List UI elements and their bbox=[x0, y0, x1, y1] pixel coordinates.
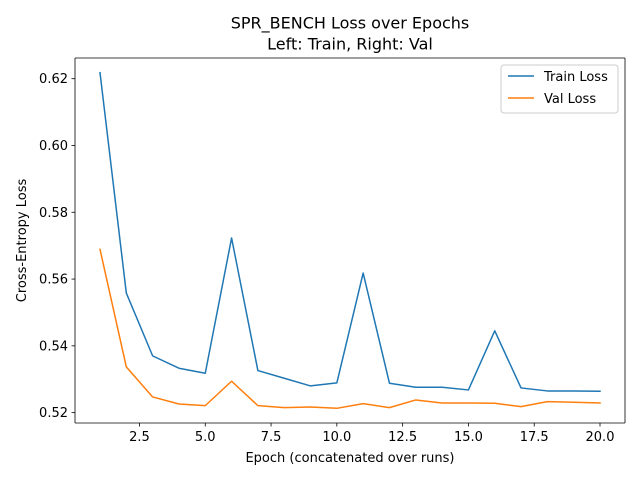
data-point-val-loss bbox=[599, 401, 602, 404]
data-point-train-loss bbox=[362, 272, 365, 275]
x-tick-label: 15.0 bbox=[454, 430, 483, 445]
x-tick-label: 5.0 bbox=[195, 430, 216, 445]
data-point-train-loss bbox=[256, 369, 259, 372]
x-tick-label: 7.5 bbox=[261, 430, 282, 445]
data-point-val-loss bbox=[388, 406, 391, 409]
data-point-train-loss bbox=[177, 367, 180, 370]
data-point-train-loss bbox=[493, 329, 496, 332]
data-point-val-loss bbox=[151, 395, 154, 398]
legend-label-val-loss: Val Loss bbox=[544, 92, 596, 107]
data-point-train-loss bbox=[230, 236, 233, 239]
data-point-train-loss bbox=[335, 381, 338, 384]
data-point-train-loss bbox=[467, 388, 470, 391]
data-point-val-loss bbox=[309, 405, 312, 408]
data-point-val-loss bbox=[125, 365, 128, 368]
data-point-val-loss bbox=[99, 248, 102, 251]
x-tick-label: 17.5 bbox=[520, 430, 549, 445]
data-point-val-loss bbox=[256, 404, 259, 407]
y-tick-label: 0.62 bbox=[39, 72, 68, 87]
data-point-train-loss bbox=[599, 390, 602, 393]
series-line-train-loss bbox=[99, 71, 601, 393]
legend: Train Loss Val Loss bbox=[500, 64, 619, 114]
data-point-val-loss bbox=[467, 401, 470, 404]
data-point-val-loss bbox=[493, 402, 496, 405]
x-tick-label: 10.0 bbox=[322, 430, 351, 445]
y-tick-label: 0.54 bbox=[39, 339, 68, 354]
data-point-train-loss bbox=[99, 71, 102, 74]
chart-title: SPR_BENCH Loss over Epochs bbox=[231, 14, 470, 34]
data-point-train-loss bbox=[309, 384, 312, 387]
data-point-train-loss bbox=[151, 354, 154, 357]
data-point-train-loss bbox=[283, 377, 286, 380]
y-tick-label: 0.60 bbox=[39, 139, 68, 154]
data-point-train-loss bbox=[520, 386, 523, 389]
data-point-train-loss bbox=[204, 372, 207, 375]
data-point-train-loss bbox=[441, 386, 444, 389]
data-point-train-loss bbox=[388, 382, 391, 385]
x-tick-label: 12.5 bbox=[388, 430, 417, 445]
data-point-val-loss bbox=[204, 404, 207, 407]
data-point-val-loss bbox=[335, 407, 338, 410]
chart-subtitle: Left: Train, Right: Val bbox=[267, 35, 433, 54]
y-axis-ticks: 0.52 0.54 0.56 0.58 0.60 0.62 bbox=[39, 72, 75, 421]
x-axis-ticks: 2.5 5.0 7.5 10.0 12.5 15.0 17.5 20.0 bbox=[129, 423, 614, 445]
data-point-val-loss bbox=[546, 400, 549, 403]
data-point-val-loss bbox=[441, 401, 444, 404]
data-point-val-loss bbox=[177, 402, 180, 405]
y-tick-label: 0.58 bbox=[39, 206, 68, 221]
data-point-val-loss bbox=[572, 401, 575, 404]
data-point-val-loss bbox=[283, 406, 286, 409]
series-layer bbox=[99, 71, 602, 410]
y-axis-label: Cross-Entropy Loss bbox=[15, 179, 30, 303]
legend-box bbox=[500, 64, 619, 114]
series-line-val-loss bbox=[99, 248, 601, 410]
data-point-train-loss bbox=[125, 292, 128, 295]
x-axis-label: Epoch (concatenated over runs) bbox=[245, 451, 454, 466]
x-tick-label: 20.0 bbox=[586, 430, 615, 445]
data-point-train-loss bbox=[414, 386, 417, 389]
data-point-train-loss bbox=[546, 389, 549, 392]
legend-label-train-loss: Train Loss bbox=[543, 70, 608, 85]
y-tick-label: 0.56 bbox=[39, 273, 68, 288]
y-tick-label: 0.52 bbox=[39, 406, 68, 421]
data-point-val-loss bbox=[230, 380, 233, 383]
data-point-train-loss bbox=[572, 389, 575, 392]
data-point-val-loss bbox=[520, 405, 523, 408]
x-tick-label: 2.5 bbox=[129, 430, 150, 445]
data-point-val-loss bbox=[414, 398, 417, 401]
data-point-val-loss bbox=[362, 402, 365, 405]
axes-frame bbox=[74, 57, 626, 424]
